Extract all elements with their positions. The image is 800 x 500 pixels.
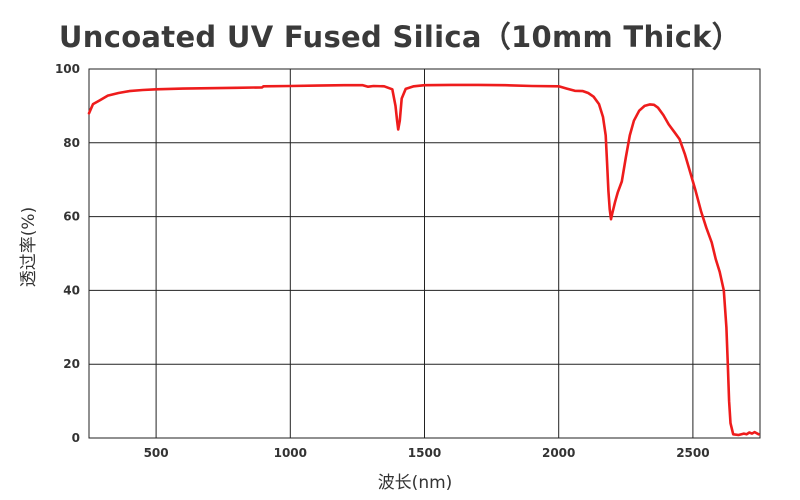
y-axis-label: 透过率(%)	[19, 207, 39, 287]
x-tick-label: 2500	[676, 446, 709, 460]
y-tick-label: 40	[63, 283, 80, 297]
grid	[89, 69, 760, 438]
y-tick-label: 0	[72, 431, 80, 445]
y-tick-label: 20	[63, 357, 80, 371]
x-axis-ticks: 500 1000 1500 2000 2500	[144, 446, 710, 460]
transmission-series-line	[87, 83, 760, 437]
y-tick-label: 80	[63, 136, 80, 150]
x-tick-label: 1000	[274, 446, 307, 460]
x-tick-label: 2000	[542, 446, 575, 460]
chart-title: Uncoated UV Fused Silica（10mm Thick）	[58, 20, 742, 54]
plot-frame	[88, 68, 761, 439]
x-tick-label: 500	[144, 446, 169, 460]
y-tick-label: 60	[63, 210, 80, 224]
x-tick-label: 1500	[408, 446, 441, 460]
y-tick-label: 100	[55, 62, 80, 76]
x-axis-label: 波长(nm)	[378, 473, 453, 493]
y-axis-ticks: 0 20 40 60 80 100	[55, 62, 80, 445]
